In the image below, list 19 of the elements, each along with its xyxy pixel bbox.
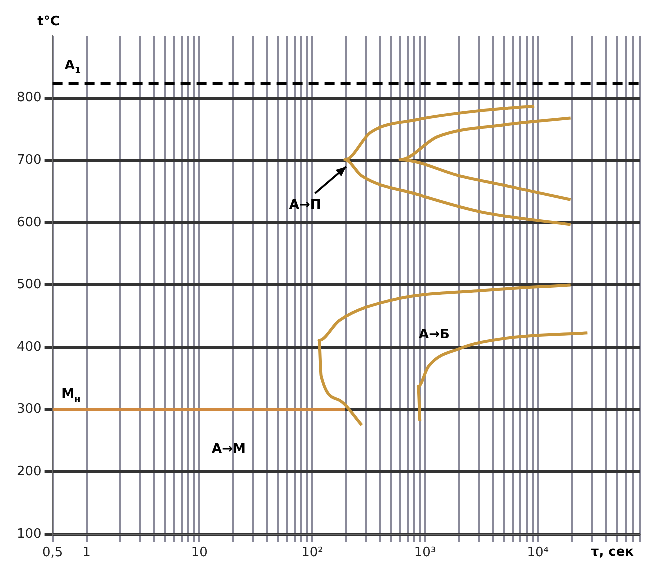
annotation: A→M [212, 442, 246, 458]
y-tick-label: 500 [16, 278, 42, 293]
y-tick-label: 600 [16, 215, 42, 230]
y-tick-label: 300 [16, 402, 42, 418]
x-tick-label: 0,5 [42, 546, 64, 561]
y-tick-label: 700 [16, 152, 42, 168]
y-tick-label: 100 [16, 526, 42, 542]
annotation: A→П [289, 198, 322, 213]
x-tick-label: 10 [191, 546, 208, 561]
x-tick-label: 10³ [414, 546, 436, 561]
y-tick-label: 800 [16, 90, 42, 106]
y-axis-title: t°C [38, 14, 60, 30]
x-tick-label: 10² [302, 546, 324, 561]
x-tick-label: 1 [82, 546, 91, 561]
x-axis-title: τ, сек [590, 544, 634, 560]
y-tick-label: 200 [16, 464, 42, 480]
annotation: A→Б [419, 327, 450, 342]
y-tick-label: 400 [16, 340, 42, 355]
x-tick-label: 10⁴ [527, 546, 549, 561]
